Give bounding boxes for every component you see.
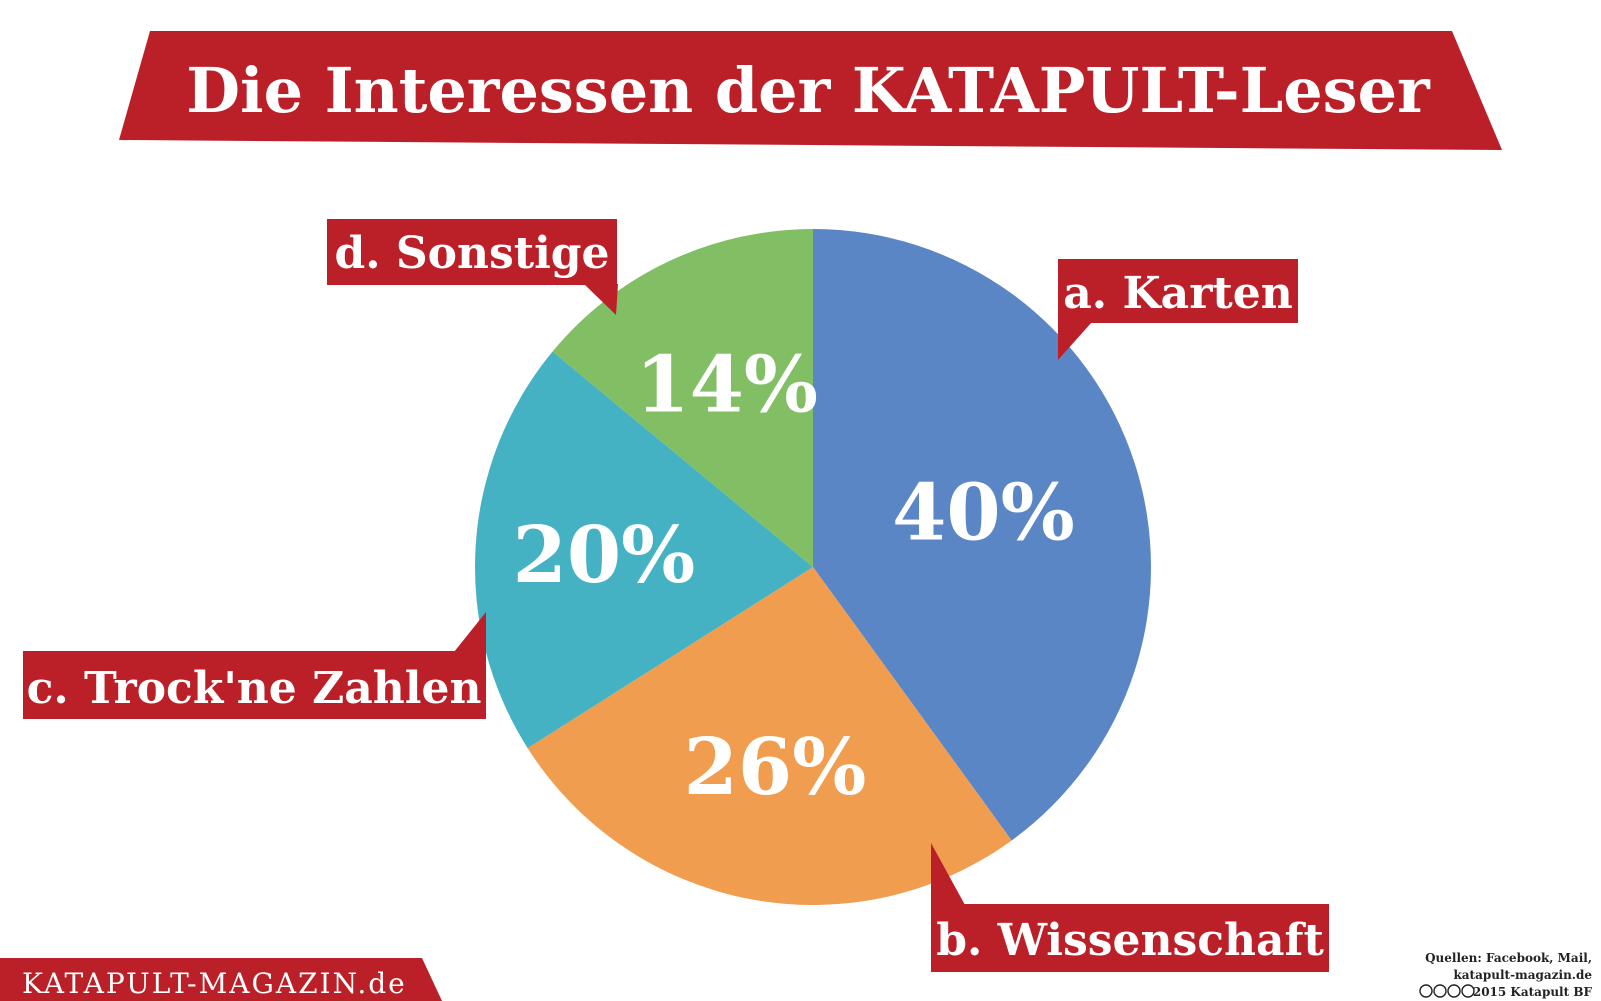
pie-value-label-karten: 40% (892, 468, 1075, 559)
cc-icon (1419, 984, 1433, 998)
nd-icon (1461, 984, 1475, 998)
pie-slice-wissenschaft (527, 567, 1012, 905)
callout-wissenschaft-box (931, 904, 1329, 972)
callout-wissenschaft: b. Wissenschaft (931, 843, 1329, 972)
pie-value-label-sonstige: 14% (635, 340, 818, 431)
callout-zahlen-tail (454, 612, 486, 652)
pie-slices (475, 229, 1152, 905)
pie-slice-zahlen (475, 351, 813, 749)
callout-wissenschaft-tail (931, 843, 965, 905)
callout-sonstige: d. Sonstige (327, 219, 618, 315)
license-icons (1419, 984, 1475, 998)
title-banner (119, 31, 1502, 150)
brand-label: KATAPULT-MAGAZIN.de (22, 967, 407, 1000)
pie-slice-sonstige (552, 229, 813, 567)
source-line-2: katapult-magazin.de (1453, 968, 1592, 982)
callout-karten-tail (1058, 322, 1092, 360)
source-line-1: Quellen: Facebook, Mail, (1425, 951, 1592, 965)
pie-value-labels: 40% 26% 20% 14% (513, 340, 1075, 814)
source-line-3: 2015 Katapult BF (1473, 985, 1593, 999)
callout-zahlen-label: c. Trock'ne Zahlen (27, 663, 482, 714)
callout-karten: a. Karten (1058, 259, 1298, 360)
callout-sonstige-label: d. Sonstige (334, 228, 609, 279)
brand-banner (0, 958, 442, 1001)
source-note: Quellen: Facebook, Mail, katapult-magazi… (1419, 951, 1593, 999)
callout-zahlen-box (23, 651, 486, 719)
pie-slice-karten (813, 229, 1152, 841)
nc-icon (1447, 984, 1461, 998)
pie-value-label-zahlen: 20% (513, 510, 696, 601)
callout-sonstige-tail (584, 284, 618, 315)
callout-wissenschaft-label: b. Wissenschaft (936, 915, 1324, 966)
pie-value-label-wissenschaft: 26% (684, 722, 867, 813)
by-icon (1433, 984, 1447, 998)
chart-title: Die Interessen der KATAPULT-Leser (186, 54, 1431, 127)
callout-karten-box (1058, 259, 1298, 323)
callout-karten-label: a. Karten (1063, 268, 1292, 319)
callout-zahlen: c. Trock'ne Zahlen (23, 612, 486, 719)
callout-sonstige-box (327, 219, 617, 285)
